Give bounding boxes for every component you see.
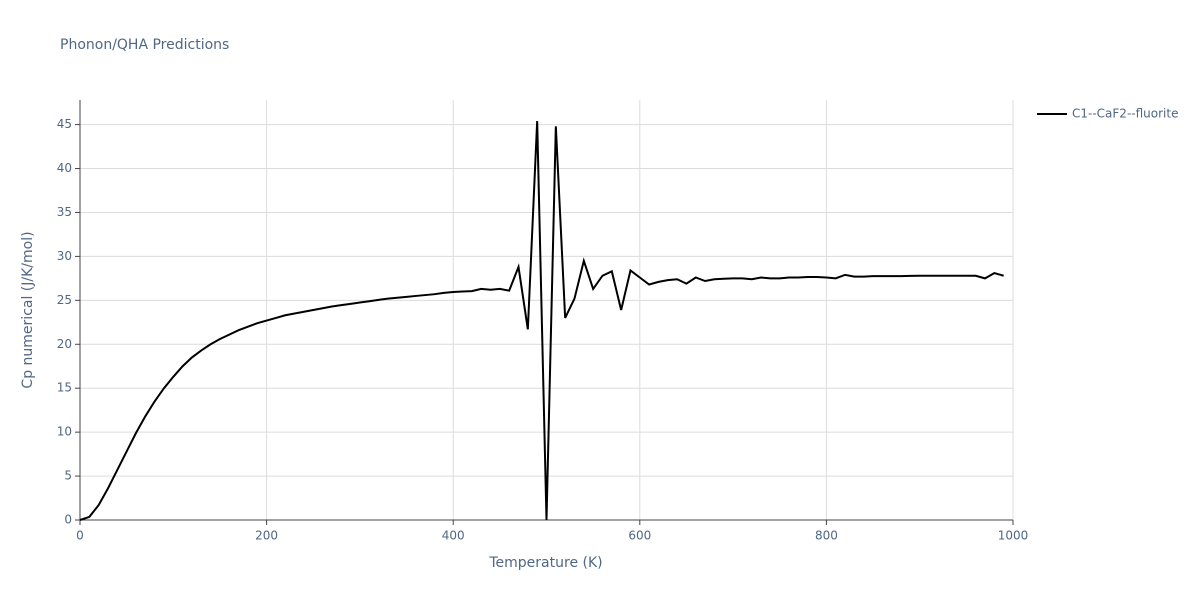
y-tick-label: 40 [57,161,72,175]
y-tick-label: 45 [57,117,72,131]
x-tick-label: 600 [628,529,651,543]
x-tick-label: 1000 [998,529,1029,543]
chart-title: Phonon/QHA Predictions [60,37,229,53]
y-tick-label: 0 [64,513,72,527]
x-axis-title: Temperature (K) [488,555,602,571]
x-tick-label: 800 [815,529,838,543]
y-tick-label: 10 [57,425,72,439]
x-tick-label: 400 [442,529,465,543]
legend-label: C1--CaF2--fluorite [1072,107,1178,121]
y-tick-label: 25 [57,293,72,307]
y-tick-label: 30 [57,249,72,263]
y-tick-label: 15 [57,381,72,395]
x-tick-label: 0 [76,529,84,543]
y-tick-label: 5 [64,469,72,483]
y-tick-label: 35 [57,205,72,219]
y-axis-title: Cp numerical (J/K/mol) [20,231,36,388]
line [79,121,1004,521]
x-tick-label: 200 [255,529,278,543]
y-tick-label: 20 [57,337,72,351]
